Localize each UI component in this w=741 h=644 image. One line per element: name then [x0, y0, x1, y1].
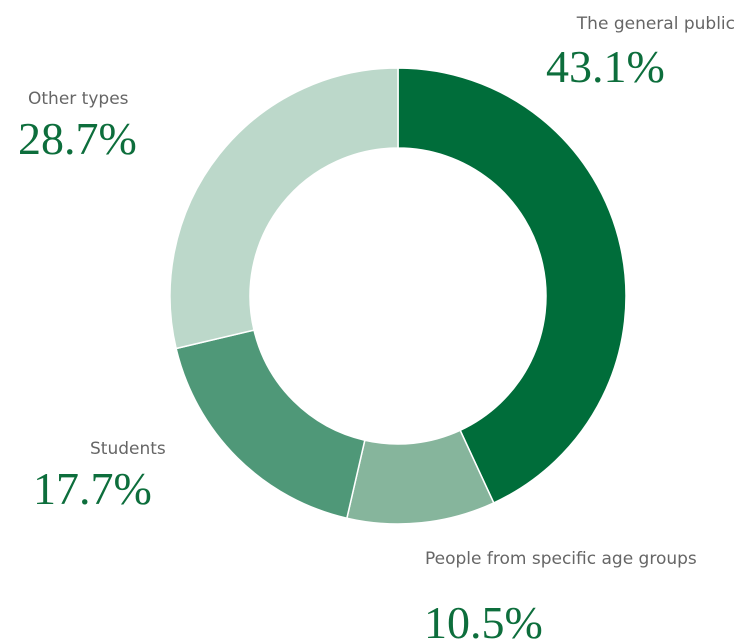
segment-label: Other types: [28, 89, 129, 109]
segment-label: The general public: [576, 14, 735, 34]
value-label: 28.7%: [18, 113, 137, 164]
value-label: 10.5%: [424, 597, 543, 644]
value-label: 43.1%: [546, 41, 665, 92]
donut-segment: [175, 329, 366, 520]
segment-label: People from specific age groups: [425, 549, 697, 569]
segment-label: Students: [90, 439, 166, 459]
value-label: 17.7%: [33, 463, 152, 514]
donut-segment: [169, 67, 399, 350]
donut-segment: [397, 67, 627, 504]
